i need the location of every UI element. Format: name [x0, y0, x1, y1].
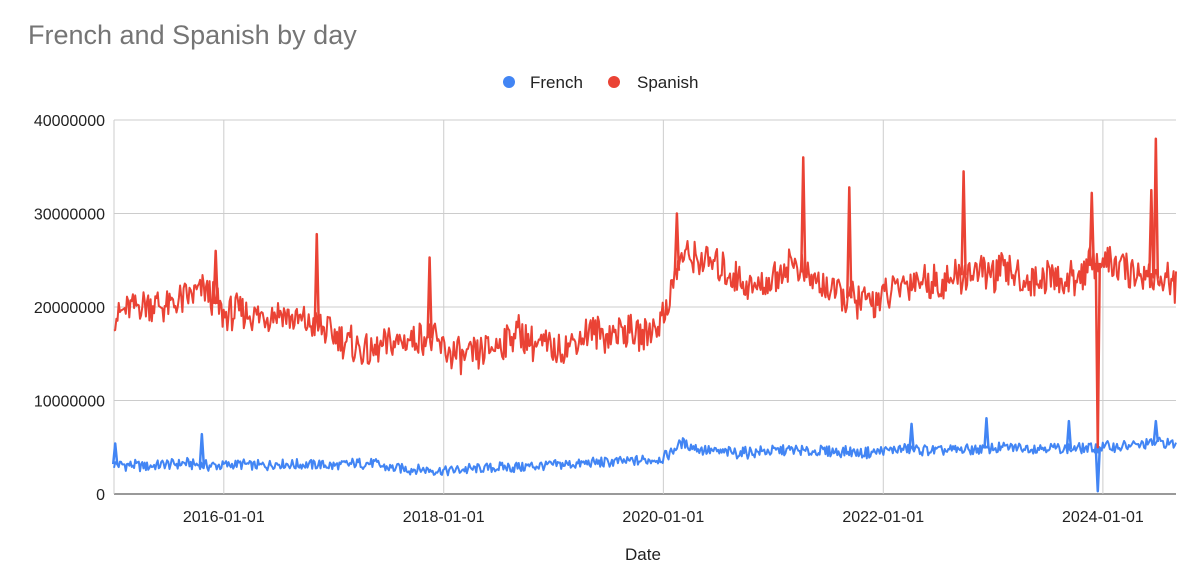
- series-line-spanish: [113, 240, 1177, 376]
- series-spike-spanish: [1152, 137, 1160, 279]
- series-spike-french: [111, 442, 119, 465]
- series-spike-spanish: [960, 170, 967, 276]
- series-group: [111, 137, 1177, 493]
- legend-label-french: French: [530, 73, 583, 92]
- series-spike-french: [1065, 419, 1073, 450]
- series-line-french: [113, 436, 1177, 477]
- x-tick-label: 2024-01-01: [1062, 509, 1144, 526]
- x-tick-label: 2022-01-01: [842, 509, 924, 526]
- x-tick-label: 2016-01-01: [183, 509, 265, 526]
- y-tick-label: 30000000: [34, 207, 105, 224]
- chart-title: French and Spanish by day: [28, 20, 357, 50]
- series-spike-spanish: [1094, 262, 1102, 449]
- x-axis-title: Date: [625, 545, 661, 564]
- series-spike-spanish: [673, 212, 681, 271]
- series-spike-spanish: [799, 156, 807, 273]
- x-tick-label: 2020-01-01: [622, 509, 704, 526]
- legend-swatch-spanish: [608, 76, 620, 88]
- series-spike-french: [1152, 419, 1160, 443]
- legend: French Spanish: [503, 73, 698, 92]
- legend-swatch-french: [503, 76, 515, 88]
- x-tick-label: 2018-01-01: [403, 509, 485, 526]
- gridlines: [113, 119, 1176, 495]
- y-tick-label: 0: [96, 487, 105, 504]
- series-spike-spanish: [846, 186, 853, 299]
- series-spike-french: [908, 422, 915, 450]
- series-spike-spanish: [212, 249, 219, 304]
- series-spike-spanish: [313, 232, 321, 327]
- y-tick-label: 40000000: [34, 113, 105, 130]
- axes: 0 10000000 20000000 30000000 40000000 2016-01…: [34, 113, 1144, 526]
- series-spike-spanish: [426, 256, 433, 339]
- legend-label-spanish: Spanish: [637, 73, 698, 92]
- series-spike-french: [983, 417, 990, 449]
- series-spike-spanish: [1088, 191, 1096, 266]
- series-spike-french: [198, 432, 206, 466]
- series-spike-french: [1094, 447, 1102, 493]
- y-tick-label: 10000000: [34, 394, 105, 411]
- series-spike-spanish: [1148, 188, 1155, 278]
- y-tick-label: 20000000: [34, 300, 105, 317]
